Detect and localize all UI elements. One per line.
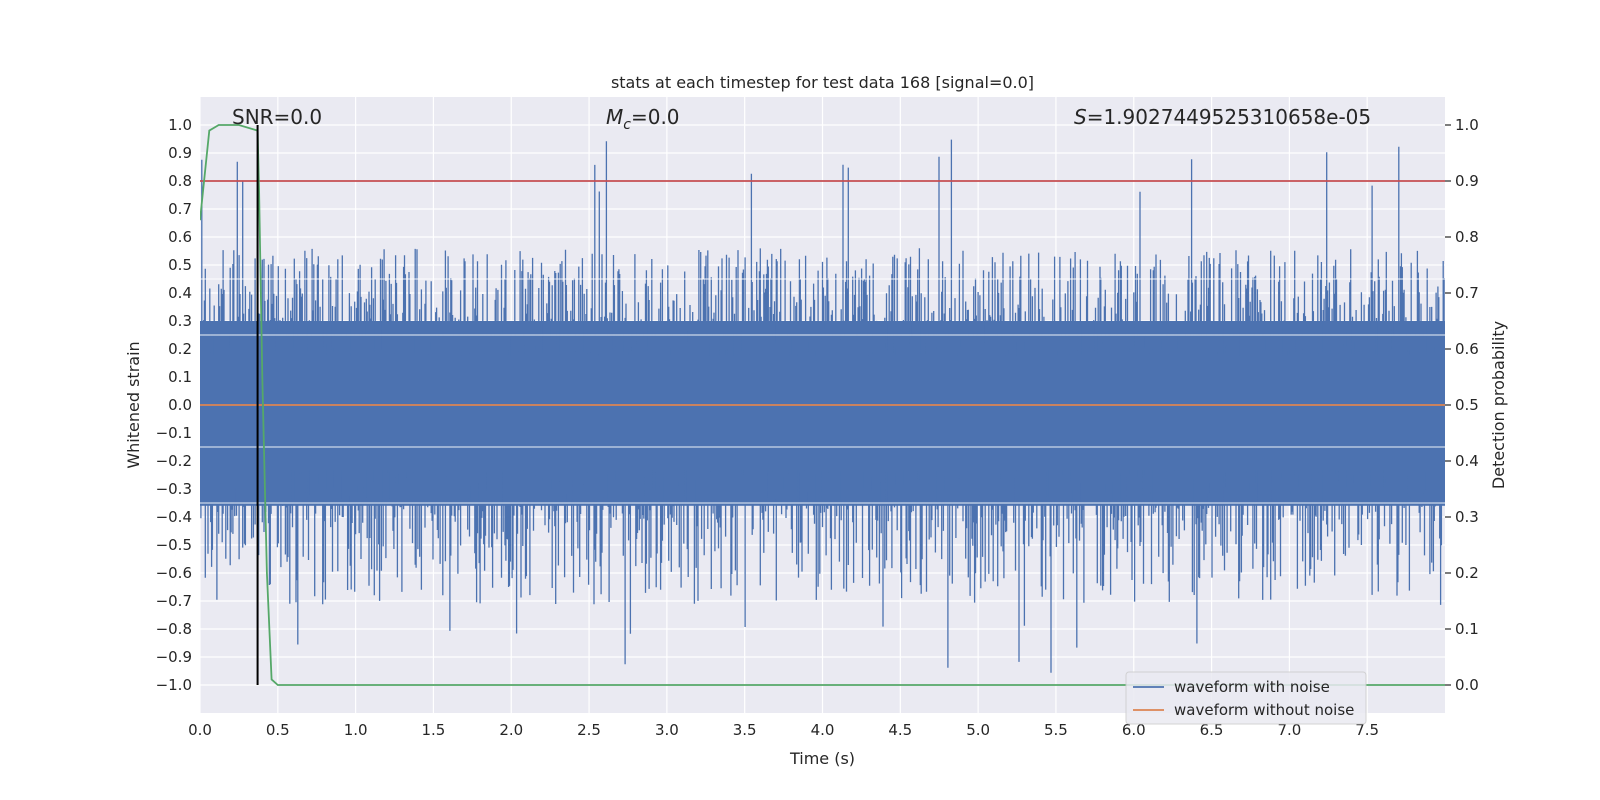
- x-tick-label: 2.0: [499, 721, 523, 739]
- x-axis-label: Time (s): [789, 749, 855, 768]
- y-tick-label: 1.0: [168, 116, 192, 134]
- overlay-lines: [200, 124, 1445, 686]
- plot-area: [200, 124, 1445, 686]
- x-tick-label: 1.5: [422, 721, 446, 739]
- waveform-with-noise-series: [200, 139, 1445, 673]
- s-value: =1.9027449525310658e-05: [1087, 105, 1371, 129]
- y-tick-label: −0.4: [156, 508, 192, 526]
- y2-tick-label: 0.2: [1455, 564, 1479, 582]
- y-axis-right: 1.0 0.9 0.8 0.7 0.6 0.5 0.4 0.3 0.2 0.1 0.0: [1445, 116, 1479, 694]
- y-tick-label: −1.0: [156, 676, 192, 694]
- y-tick-label: −0.3: [156, 480, 192, 498]
- y-tick-label: −0.5: [156, 536, 192, 554]
- mc-symbol: M: [606, 105, 623, 129]
- x-tick-label: 2.5: [577, 721, 601, 739]
- y-tick-label: −0.2: [156, 452, 192, 470]
- noise-lower-spikes: [200, 410, 1445, 673]
- x-tick-label: 0.0: [188, 721, 212, 739]
- y-tick-label: 0.7: [168, 200, 192, 218]
- x-tick-label: 0.5: [266, 721, 290, 739]
- x-axis: 0.0 0.5 1.0 1.5 2.0 2.5 3.0 3.5 4.0 4.5 5.0 5.5 6.0 6…: [188, 721, 1379, 739]
- y2-tick-label: 0.9: [1455, 172, 1479, 190]
- x-tick-label: 6.0: [1122, 721, 1146, 739]
- y-tick-label: −0.1: [156, 424, 192, 442]
- y-tick-label: 0.0: [168, 396, 192, 414]
- y-tick-label: 0.9: [168, 144, 192, 162]
- x-tick-label: 7.5: [1355, 721, 1379, 739]
- y-tick-label: 0.1: [168, 368, 192, 386]
- y-tick-label: 0.2: [168, 340, 192, 358]
- x-tick-label: 5.0: [966, 721, 990, 739]
- y-tick-label: 0.5: [168, 256, 192, 274]
- x-tick-label: 3.5: [733, 721, 757, 739]
- y-tick-label: 0.4: [168, 284, 192, 302]
- x-tick-label: 5.5: [1044, 721, 1068, 739]
- y2-tick-label: 0.4: [1455, 452, 1479, 470]
- y2-tick-label: 0.3: [1455, 508, 1479, 526]
- y-tick-label: 0.8: [168, 172, 192, 190]
- x-tick-label: 4.0: [811, 721, 835, 739]
- legend-label: waveform without noise: [1174, 701, 1354, 719]
- legend-box: [1125, 671, 1367, 725]
- chirp-mass-annotation: Mc=0.0: [606, 105, 680, 133]
- chart-title: stats at each timestep for test data 168…: [611, 73, 1034, 92]
- y-tick-label: −0.9: [156, 648, 192, 666]
- mc-subscript: c: [623, 117, 631, 133]
- score-annotation: S=1.9027449525310658e-05: [1074, 105, 1371, 129]
- y-tick-label: 0.6: [168, 228, 192, 246]
- s-symbol: S: [1074, 105, 1087, 129]
- detection-probability-line: [200, 124, 1445, 686]
- y2-axis-label: Detection probability: [1489, 321, 1508, 489]
- y2-tick-label: 0.1: [1455, 620, 1479, 638]
- x-tick-label: 6.5: [1200, 721, 1224, 739]
- y-tick-label: −0.7: [156, 592, 192, 610]
- y2-tick-label: 1.0: [1455, 116, 1479, 134]
- snr-annotation: SNR=0.0: [232, 105, 322, 129]
- y-tick-label: −0.6: [156, 564, 192, 582]
- y2-tick-label: 0.0: [1455, 676, 1479, 694]
- y2-tick-label: 0.7: [1455, 284, 1479, 302]
- x-tick-label: 3.0: [655, 721, 679, 739]
- x-tick-label: 7.0: [1277, 721, 1301, 739]
- y-tick-label: 0.3: [168, 312, 192, 330]
- x-tick-label: 4.5: [888, 721, 912, 739]
- mc-value: =0.0: [631, 105, 680, 129]
- x-tick-label: 1.0: [344, 721, 368, 739]
- y-tick-label: −0.8: [156, 620, 192, 638]
- y2-tick-label: 0.5: [1455, 396, 1479, 414]
- legend: waveform with noise waveform without nois…: [1125, 671, 1367, 725]
- y-axis-left: 1.0 0.9 0.8 0.7 0.6 0.5 0.4 0.3 0.2 0.1 0.0 −0.1 −0.…: [156, 116, 192, 694]
- y2-tick-label: 0.6: [1455, 340, 1479, 358]
- noise-upper-spikes: [200, 139, 1445, 400]
- y2-tick-label: 0.8: [1455, 228, 1479, 246]
- y-axis-label: Whitened strain: [124, 341, 143, 468]
- legend-label: waveform with noise: [1174, 678, 1330, 696]
